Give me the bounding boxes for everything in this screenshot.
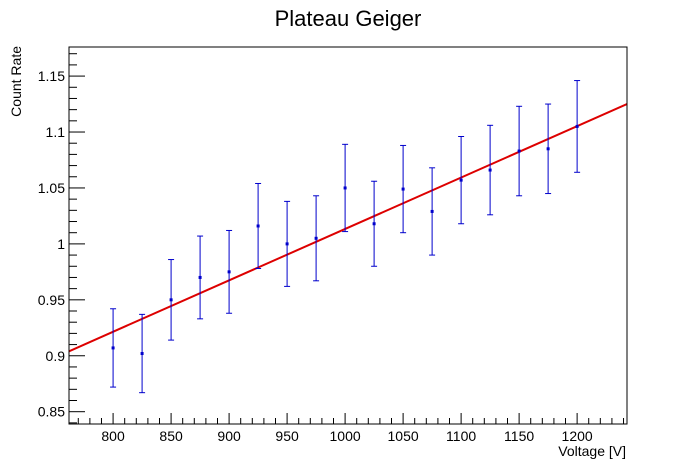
data-marker — [111, 346, 115, 350]
x-tick-label: 1050 — [388, 428, 419, 444]
x-tick-label: 850 — [159, 428, 183, 444]
plot-frame — [68, 46, 628, 425]
data-marker — [575, 124, 579, 128]
data-point — [371, 180, 378, 267]
plot-area — [69, 80, 627, 394]
data-marker — [546, 147, 550, 151]
y-axis: 0.85 0.9 0.95 1 1.05 1.1 1.15 — [38, 53, 85, 424]
chart-title: Plateau Geiger — [275, 6, 422, 31]
data-point — [313, 195, 320, 282]
x-tick-label: 900 — [217, 428, 241, 444]
data-marker — [256, 224, 260, 228]
data-point — [458, 135, 465, 225]
data-marker — [401, 187, 405, 191]
y-axis-title: Count Rate — [8, 46, 24, 117]
y-tick-label: 0.95 — [38, 292, 65, 308]
data-marker — [343, 186, 347, 190]
data-marker — [517, 149, 521, 153]
y-tick-label: 1.05 — [38, 180, 65, 196]
data-point — [255, 182, 262, 270]
data-point — [429, 167, 436, 256]
data-marker — [227, 270, 231, 274]
y-tick-label: 1 — [57, 236, 65, 252]
data-marker — [198, 275, 202, 279]
data-point — [487, 124, 494, 216]
data-marker — [169, 298, 173, 302]
data-marker — [488, 168, 492, 172]
data-point — [139, 313, 146, 394]
x-axis-title: Voltage [V] — [558, 443, 626, 459]
data-marker — [285, 242, 289, 246]
y-tick-label: 0.9 — [46, 348, 66, 364]
data-point — [400, 144, 407, 234]
data-point — [226, 229, 233, 314]
x-tick-label: 950 — [275, 428, 299, 444]
data-marker — [459, 178, 463, 182]
data-point — [574, 80, 581, 173]
x-tick-label: 1100 — [446, 428, 476, 444]
x-tick-label: 800 — [101, 428, 125, 444]
x-tick-label: 1200 — [562, 428, 593, 444]
data-point — [197, 235, 204, 320]
y-tick-label: 1.15 — [38, 68, 65, 84]
x-tick-label: 1150 — [504, 428, 534, 444]
data-point — [342, 143, 349, 233]
data-marker — [430, 209, 434, 213]
y-tick-label: 0.85 — [38, 404, 65, 420]
x-axis: 800 850 900 950 1000 1050 1100 1150 1200 — [77, 413, 625, 444]
data-point — [168, 259, 175, 341]
data-marker — [314, 236, 318, 240]
data-point — [284, 200, 291, 287]
data-point — [516, 105, 523, 197]
x-tick-label: 1000 — [330, 428, 361, 444]
data-marker — [140, 352, 144, 356]
data-marker — [372, 222, 376, 226]
data-point — [545, 103, 552, 195]
fit-line — [69, 103, 627, 353]
y-tick-label: 1.1 — [46, 124, 66, 140]
data-point — [110, 308, 117, 388]
